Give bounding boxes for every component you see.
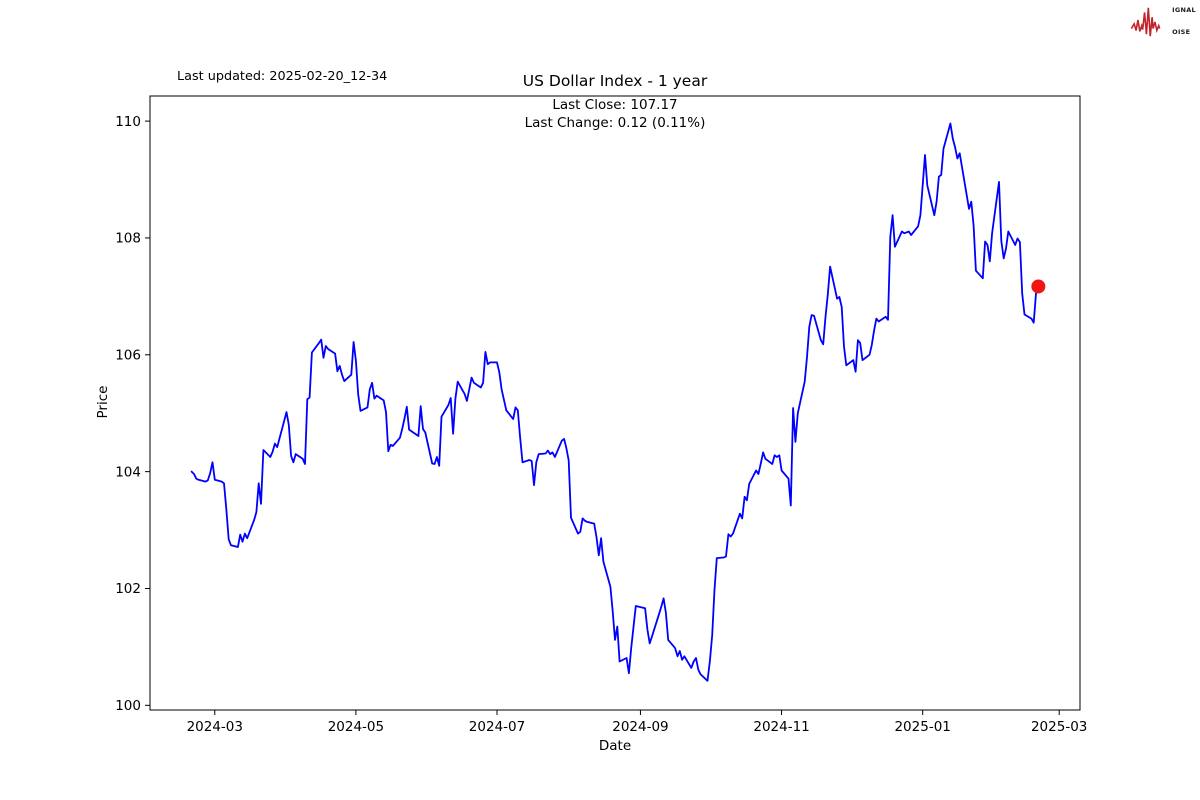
x-tick-label: 2024-09 [612, 719, 668, 735]
y-tick-label: 102 [115, 581, 141, 597]
signal2noise-logo: S IGNAL 2 N OISE [1130, 4, 1196, 38]
price-line [190, 122, 1040, 682]
last-updated-text: Last updated: 2025-02-20_12-34 [177, 69, 388, 84]
y-tick-label: 108 [115, 231, 141, 247]
y-axis-label: Price [95, 385, 111, 419]
y-tick-label: 104 [115, 464, 141, 480]
last-change-text: Last Change: 0.12 (0.11%) [524, 114, 706, 131]
x-tick-label: 2024-03 [187, 719, 243, 735]
logo-text-ignal: IGNAL [1172, 6, 1196, 14]
y-tick-label: 106 [115, 348, 141, 364]
logo-text-oise: OISE [1172, 28, 1191, 36]
logo-letter-box-n: N [1163, 28, 1170, 36]
x-tick-label: 2025-03 [1031, 719, 1087, 735]
y-tick-label: 100 [115, 698, 141, 714]
x-tick-label: 2024-11 [753, 719, 809, 735]
last-close-marker [1031, 279, 1046, 294]
logo-letter-box-2: 2 [1164, 17, 1170, 25]
x-tick-label: 2024-07 [469, 719, 525, 735]
logo-line-noise: N OISE [1162, 27, 1196, 38]
logo-letter-box-s: S [1164, 6, 1170, 14]
x-tick-label: 2024-05 [328, 719, 384, 735]
x-axis-label: Date [598, 738, 632, 754]
y-tick-label: 110 [115, 114, 141, 130]
logo-line-2: 2 [1162, 16, 1196, 27]
logo-line-signal: S IGNAL [1162, 5, 1196, 16]
chart-title: US Dollar Index - 1 year [522, 72, 708, 90]
plot-border [149, 95, 1081, 711]
x-tick-label: 2025-01 [894, 719, 950, 735]
last-close-text: Last Close: 107.17 [552, 96, 678, 113]
logo-wordmark: S IGNAL 2 N OISE [1162, 5, 1196, 38]
waveform-icon [1130, 7, 1161, 37]
